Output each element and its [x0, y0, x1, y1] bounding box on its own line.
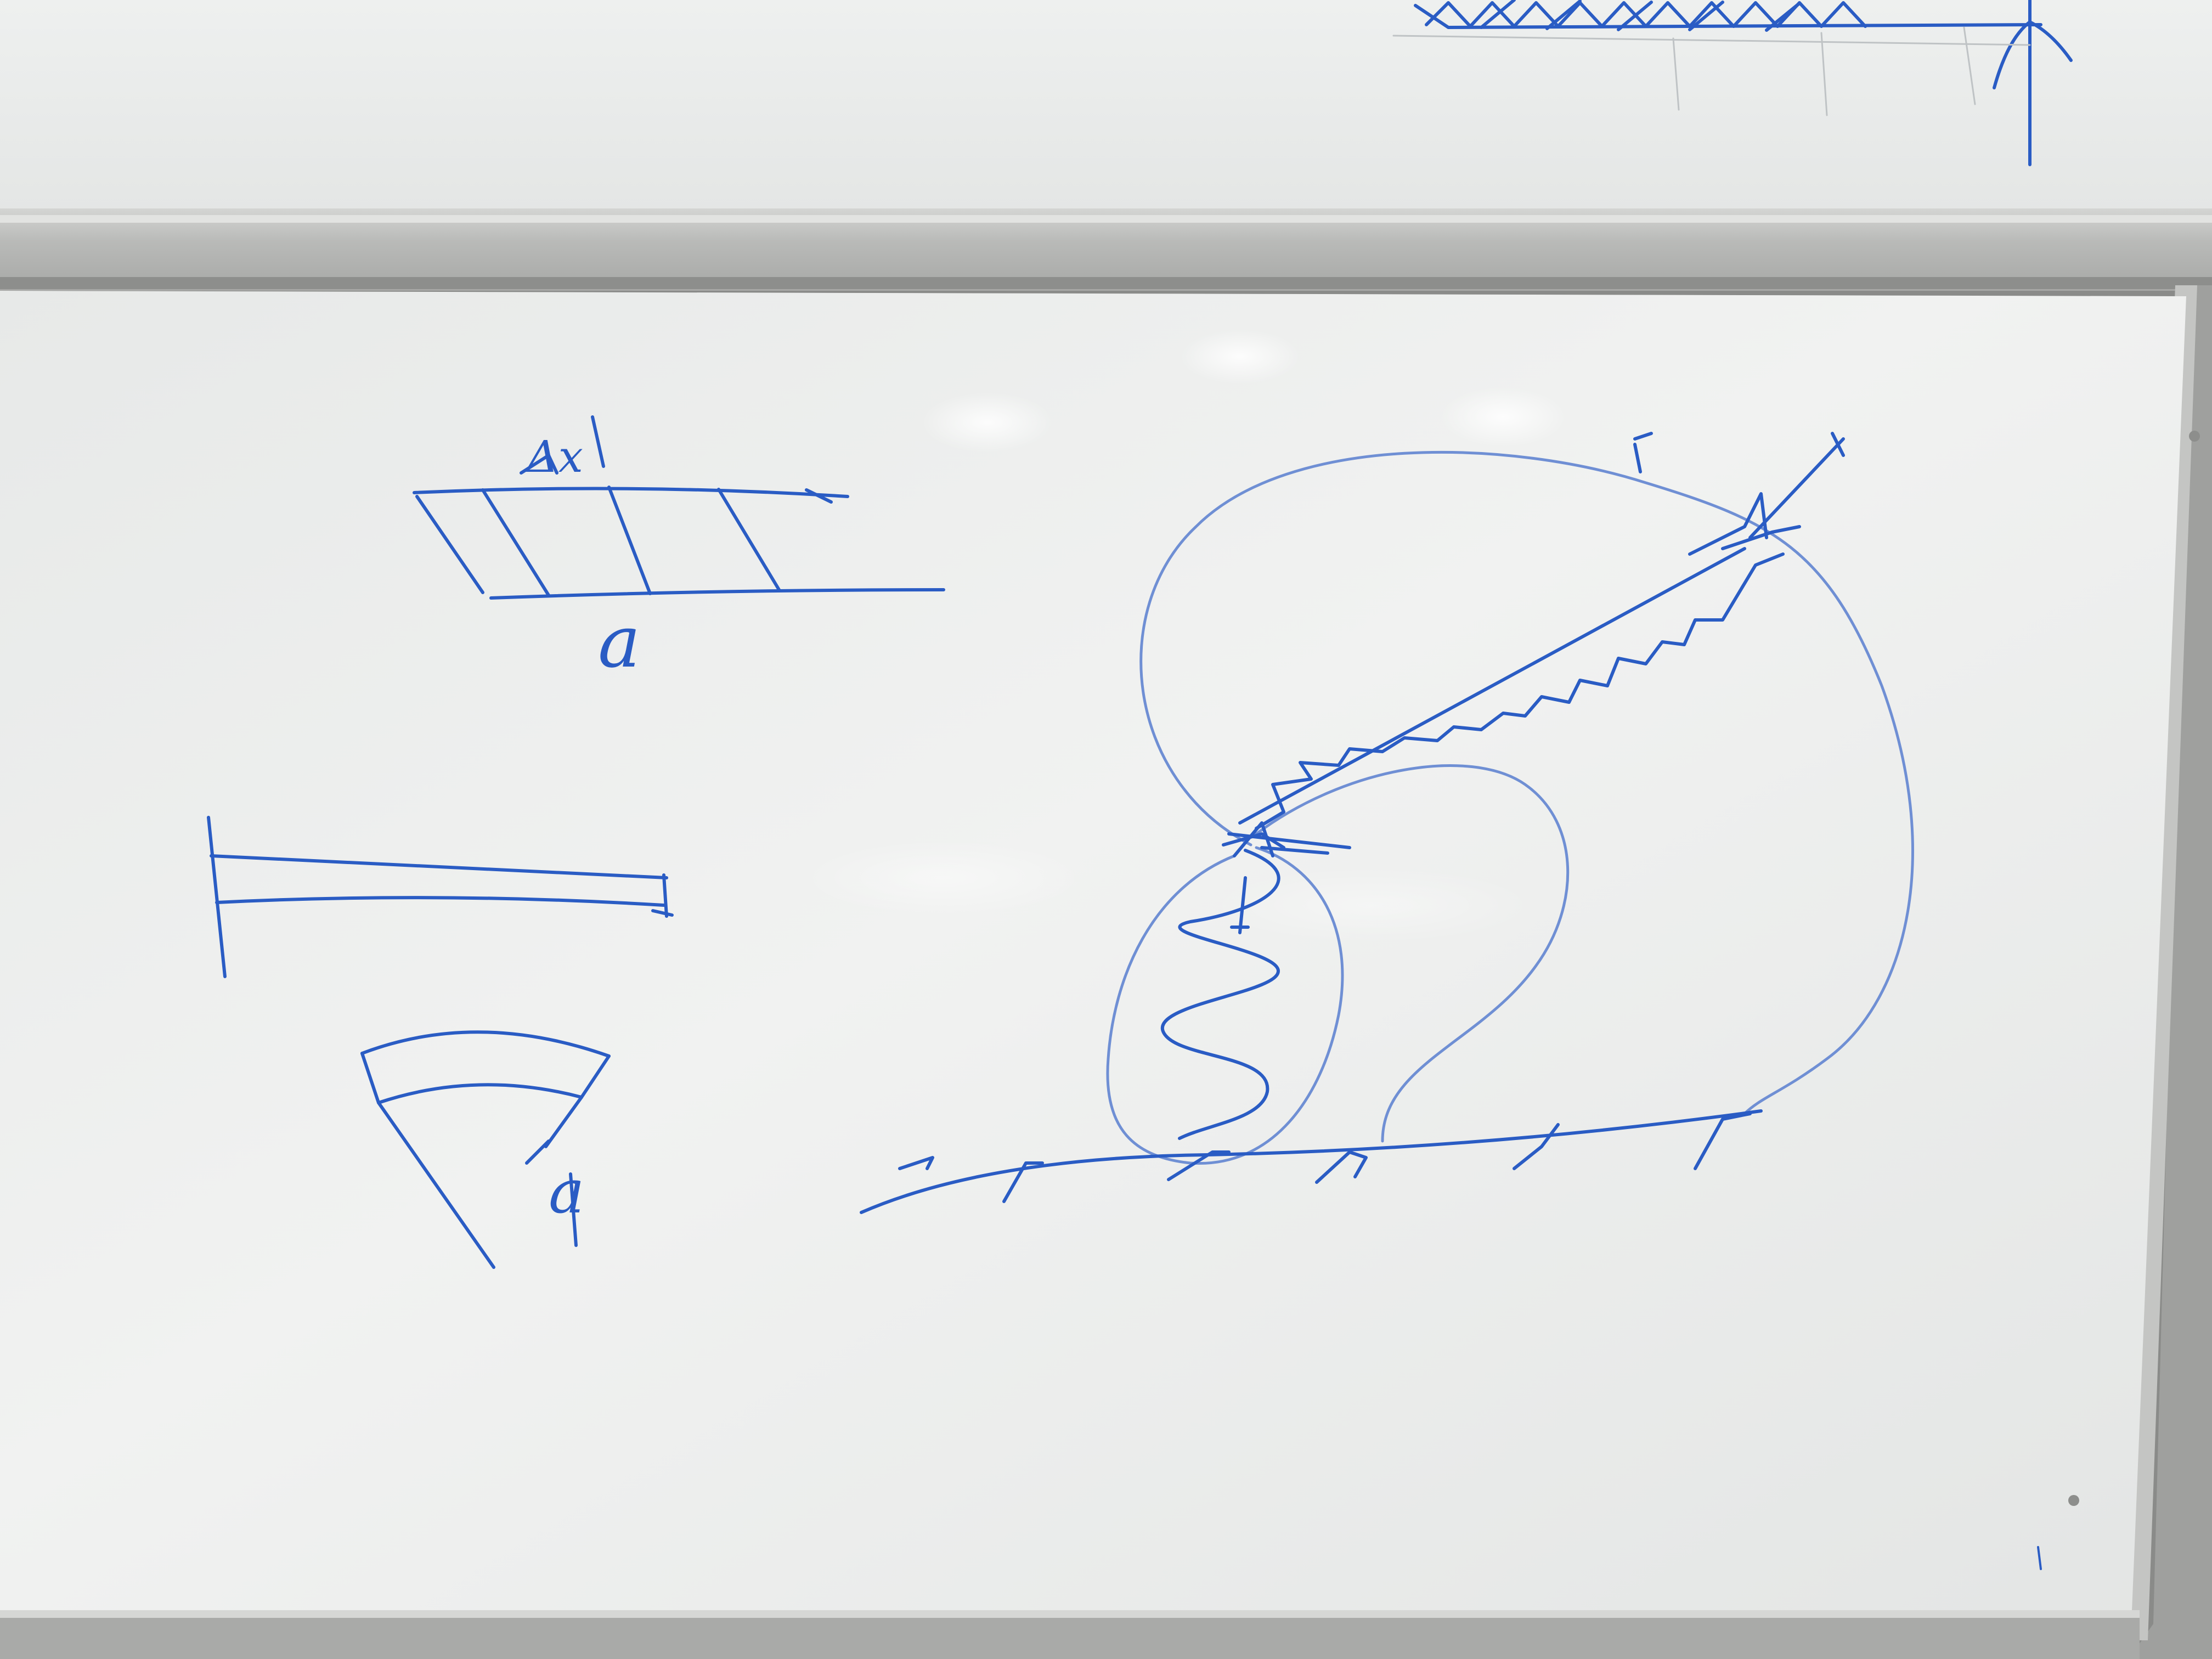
hatched-strip-sketch: [413, 415, 945, 600]
main-whiteboard: [0, 291, 2186, 1624]
board-right-frame: [2129, 285, 2212, 1659]
wedge-label: a: [549, 1156, 585, 1227]
bottom-tray: [0, 1613, 2140, 1659]
wedge-sketch: [360, 1030, 611, 1269]
bottom-tray-lip: [0, 1610, 2140, 1618]
beam-sketch: [207, 816, 674, 978]
loop-diagram: [1106, 450, 1914, 1165]
board-frame-rail-shadow: [0, 277, 2212, 289]
upper-board-faint-lines: [1392, 26, 2031, 116]
light-reflections: [801, 329, 1566, 944]
strip-top-mark: Δx: [525, 431, 583, 482]
strip-label: a: [598, 600, 641, 684]
board-frame-rail-highlight: [0, 215, 2212, 223]
loop-diagram-strokes: [860, 432, 1845, 1214]
upper-whiteboard: [0, 0, 2212, 214]
corner-mark: [2037, 1546, 2042, 1570]
frame-screw: [2068, 1495, 2079, 1506]
frame-screw: [2189, 431, 2200, 442]
upper-board-scribble: [1414, 0, 2073, 166]
